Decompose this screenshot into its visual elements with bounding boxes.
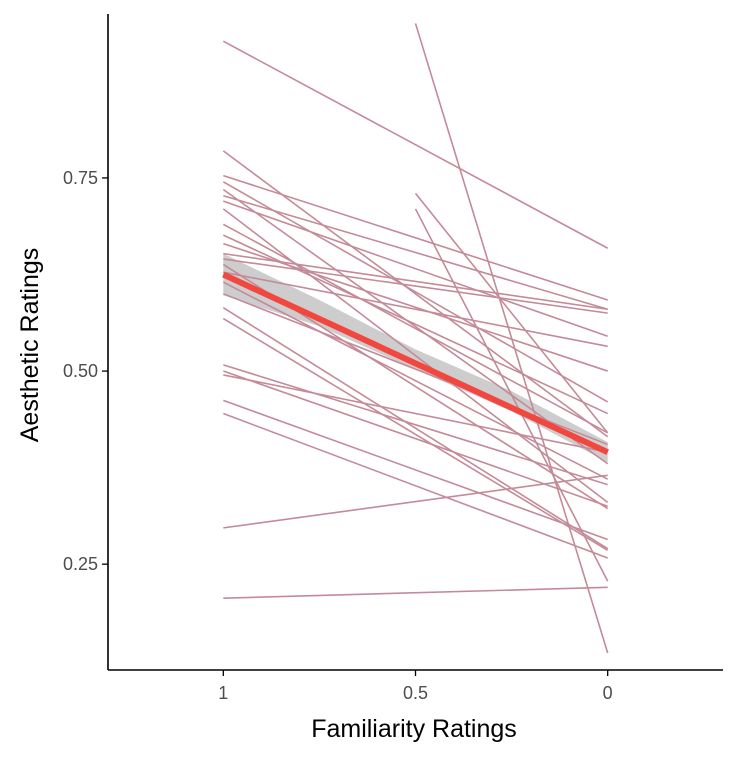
participant-line <box>223 271 608 348</box>
participant-line <box>223 374 608 453</box>
participant-line <box>223 174 608 301</box>
participant-line <box>223 399 608 541</box>
fit-line-layer <box>222 271 609 455</box>
y-tick-label: 0.25 <box>63 554 98 574</box>
confidence-band <box>223 253 608 463</box>
participant-line <box>414 208 609 582</box>
participant-line <box>222 150 609 438</box>
y-axis-title: Aesthetic Ratings <box>16 248 44 443</box>
participant-line <box>223 194 608 311</box>
participant-line <box>223 586 608 599</box>
y-tick-label: 0.50 <box>63 361 98 381</box>
participant-line <box>222 317 609 551</box>
tick-layer: 0.250.500.751 0.5 0 <box>63 168 613 703</box>
participant-line <box>222 40 609 249</box>
participant-line <box>223 364 608 486</box>
participant-line <box>222 281 609 480</box>
confidence-band-layer <box>223 253 608 463</box>
participant-line <box>223 258 608 314</box>
participant-line <box>222 181 609 403</box>
x-tick-label: 1 <box>218 683 228 703</box>
participant-line <box>414 192 609 434</box>
participant-line <box>222 223 609 434</box>
participant-line <box>222 307 609 550</box>
participant-line <box>223 474 608 529</box>
x-axis-title: Familiarity Ratings <box>311 715 517 743</box>
x-tick-label: 0.5 <box>403 683 428 703</box>
participant-line <box>223 200 608 338</box>
axes <box>107 14 723 671</box>
y-tick-label: 0.75 <box>63 168 98 188</box>
x-tick-label: 0 <box>603 683 613 703</box>
participant-line <box>414 23 609 654</box>
participant-line <box>223 242 608 372</box>
participant-line <box>223 412 608 559</box>
participant-line <box>222 208 609 504</box>
participant-line <box>222 188 609 465</box>
participant-lines <box>222 23 609 654</box>
participant-line <box>223 252 608 311</box>
fit-line <box>222 271 609 455</box>
